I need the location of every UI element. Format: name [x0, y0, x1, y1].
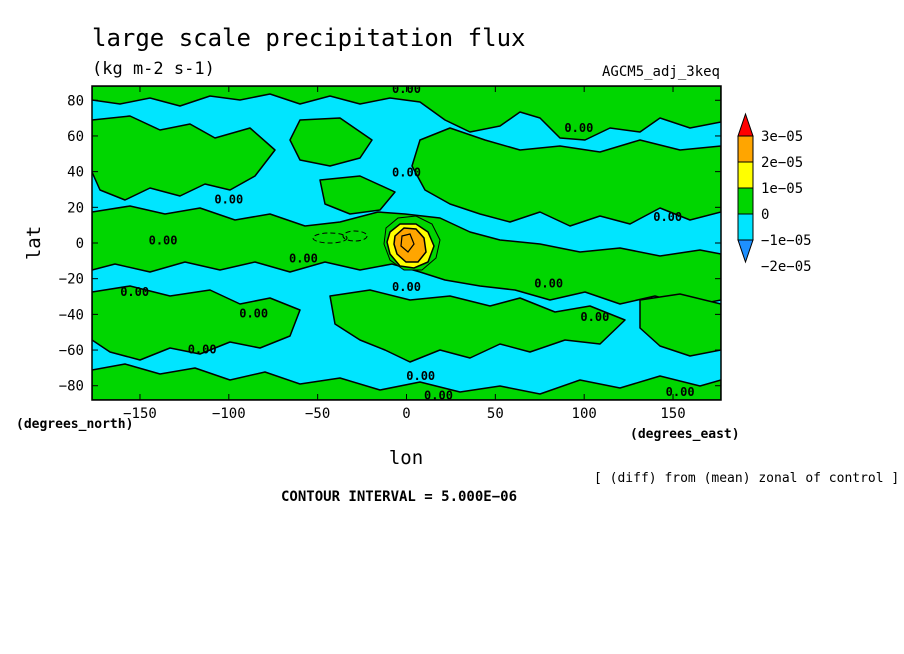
- y-tick-label: 60: [67, 129, 84, 145]
- green-regions: [92, 86, 721, 400]
- chart-title: large scale precipitation flux: [92, 24, 525, 52]
- contour-label: 0.00: [188, 342, 217, 356]
- plot-area: 0.00 0.00 0.00 0.00 0.00 0.00 0.00 0.00 0.00 0.00…: [92, 86, 721, 403]
- x-tick-label: −50: [305, 406, 330, 422]
- colorbar-label: 2e−05: [761, 155, 803, 171]
- x-units-label: (degrees_east): [630, 427, 740, 442]
- precip-maximum: [383, 215, 441, 271]
- x-axis: −150 −100 −50 0 50 100 150: [123, 86, 686, 422]
- x-tick-label: 50: [487, 406, 504, 422]
- y-units-label: (degrees_north): [16, 417, 133, 432]
- contour-label: 0.00: [534, 276, 563, 290]
- y-tick-label: −60: [59, 343, 84, 359]
- footer-note: [ (diff) from (mean) zonal of control ]: [594, 471, 899, 486]
- y-tick-label: 0: [76, 236, 84, 252]
- y-tick-label: −20: [59, 272, 84, 288]
- contour-label: 0.00: [392, 166, 421, 180]
- colorbar-label: 3e−05: [761, 129, 803, 145]
- y-tick-label: 80: [67, 93, 84, 109]
- colorbar-label: −1e−05: [761, 233, 812, 249]
- contour-label: 0.00: [424, 389, 453, 403]
- colorbar-label: −2e−05: [761, 259, 812, 275]
- x-tick-label: 0: [402, 406, 410, 422]
- colorbar-segment: [737, 213, 754, 241]
- x-tick-label: 100: [572, 406, 597, 422]
- contour-label: 0.00: [239, 307, 268, 321]
- y-tick-label: −40: [59, 307, 84, 323]
- contour-label: 0.00: [120, 285, 149, 299]
- contour-label: 0.00: [392, 280, 421, 294]
- colorbar-segment: [737, 161, 754, 189]
- x-tick-label: −100: [212, 406, 246, 422]
- dataset-label: AGCM5_adj_3keq: [602, 64, 720, 80]
- colorbar-segment: [737, 135, 754, 163]
- colorbar-under-triangle: [737, 239, 754, 264]
- contour-label: 0.00: [666, 385, 695, 399]
- contour-label: 0.00: [149, 233, 178, 247]
- contour-interval-label: CONTOUR INTERVAL = 5.000E−06: [281, 489, 517, 505]
- x-tick-label: −150: [123, 406, 157, 422]
- contour-label: 0.00: [564, 121, 593, 135]
- y-axis-title: lat: [23, 226, 45, 260]
- x-tick-label: 150: [660, 406, 685, 422]
- y-axis: 80 60 40 20 0 −20 −40 −60 −80: [59, 93, 721, 395]
- y-tick-label: 20: [67, 200, 84, 216]
- contour-label: 0.00: [289, 251, 318, 265]
- colorbar-over-triangle: [737, 112, 754, 137]
- y-tick-label: 40: [67, 165, 84, 181]
- x-axis-title: lon: [389, 447, 423, 469]
- y-tick-label: −80: [59, 379, 84, 395]
- contour-label: 0.00: [580, 310, 609, 324]
- chart-units: (kg m-2 s-1): [92, 59, 215, 79]
- contour-label: 0.00: [406, 369, 435, 383]
- negative-contours: [312, 230, 368, 244]
- colorbar-label: 1e−05: [761, 181, 803, 197]
- contour-label: 0.00: [214, 192, 243, 206]
- colorbar-label: 0: [761, 207, 769, 223]
- colorbar-segment: [737, 187, 754, 215]
- contour-label: 0.00: [653, 210, 682, 224]
- colorbar: 3e−05 2e−05 1e−05 0 −1e−05 −2e−05: [737, 112, 812, 275]
